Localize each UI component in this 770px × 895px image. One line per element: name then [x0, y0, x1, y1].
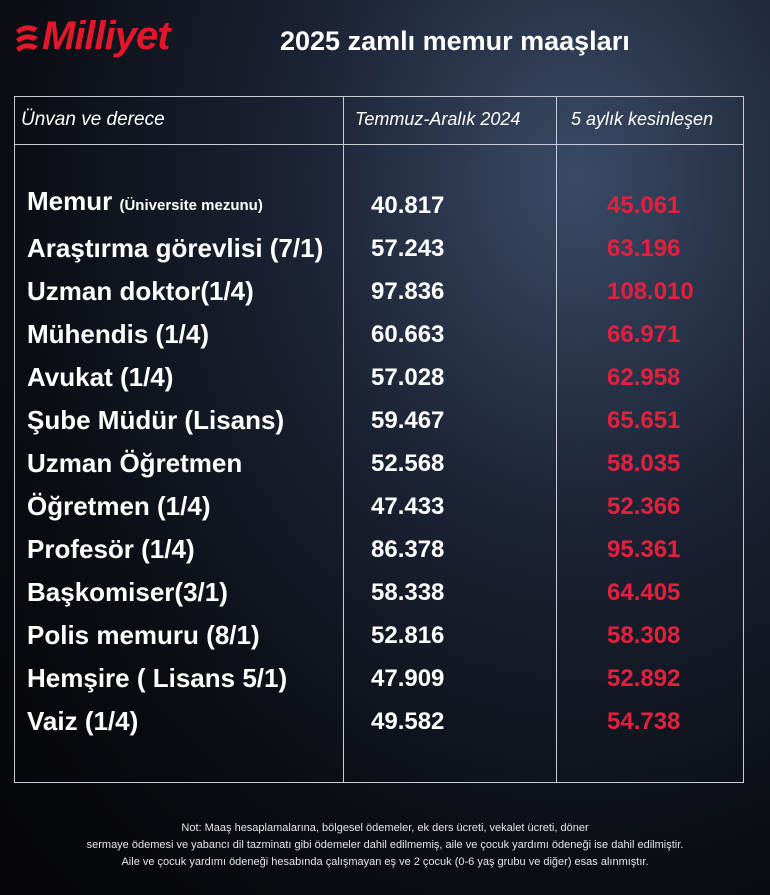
- row-name: Uzman Öğretmen: [27, 448, 243, 478]
- table-row: Memur (Üniversite mezunu) 40.817 45.061: [27, 181, 727, 224]
- row-title: Uzman Öğretmen: [27, 445, 347, 482]
- old-salary: 49.582: [371, 708, 445, 735]
- new-salary: 54.738: [607, 708, 681, 735]
- table-row: Öğretmen (1/4) 47.433 52.366: [27, 482, 727, 525]
- column-divider: [343, 97, 344, 782]
- row-name: Başkomiser(3/1): [27, 577, 228, 607]
- logo-text: Milliyet: [42, 14, 171, 58]
- table: Ünvan ve derece Temmuz-Aralık 2024 5 ayl…: [14, 96, 744, 783]
- row-detail: (Üniversite mezunu): [119, 197, 263, 214]
- row-name: Memur: [27, 186, 113, 216]
- table-row: Uzman doktor(1/4) 97.836 108.010: [27, 267, 727, 310]
- table-row: Mühendis (1/4) 60.663 66.971: [27, 310, 727, 353]
- old-salary: 60.663: [371, 321, 445, 348]
- new-salary: 63.196: [607, 235, 681, 262]
- row-title: Araştırma görevlisi (7/1): [27, 230, 347, 267]
- row-name: Vaiz (1/4): [27, 706, 139, 736]
- new-salary: 58.308: [607, 622, 681, 649]
- old-salary: 57.243: [371, 235, 445, 262]
- new-salary: 52.892: [607, 665, 681, 692]
- new-salary: 64.405: [607, 579, 681, 606]
- row-title: Uzman doktor(1/4): [27, 273, 347, 310]
- new-salary: 108.010: [607, 278, 694, 305]
- notes: Not: Maaş hesaplamalarına, bölgesel ödem…: [0, 820, 770, 871]
- table-row: Hemşire ( Lisans 5/1) 47.909 52.892: [27, 654, 727, 697]
- row-title: Polis memuru (8/1): [27, 617, 347, 654]
- old-salary: 47.433: [371, 493, 445, 520]
- logo-icon: [16, 24, 38, 52]
- row-title: Başkomiser(3/1): [27, 574, 347, 611]
- note-line: sermaye ödemesi ve yabancı dil tazminatı…: [86, 839, 684, 851]
- table-row: Uzman Öğretmen 52.568 58.035: [27, 439, 727, 482]
- table-row: Başkomiser(3/1) 58.338 64.405: [27, 568, 727, 611]
- logo: Milliyet: [12, 14, 171, 59]
- note-line: Not: Maaş hesaplamalarına, bölgesel ödem…: [181, 822, 589, 834]
- row-name: Mühendis (1/4): [27, 319, 210, 349]
- row-name: Şube Müdür (Lisans): [27, 405, 285, 435]
- row-name: Uzman doktor(1/4): [27, 276, 254, 306]
- row-title: Öğretmen (1/4): [27, 488, 347, 525]
- row-name: Avukat (1/4): [27, 362, 174, 392]
- row-title: Şube Müdür (Lisans): [27, 402, 347, 439]
- table-row: Profesör (1/4) 86.378 95.361: [27, 525, 727, 568]
- row-title: Memur (Üniversite mezunu): [27, 183, 347, 224]
- old-salary: 52.568: [371, 450, 445, 477]
- new-salary: 62.958: [607, 364, 681, 391]
- column-divider: [556, 97, 557, 782]
- old-salary: 57.028: [371, 364, 445, 391]
- row-name: Araştırma görevlisi (7/1): [27, 233, 324, 263]
- row-title: Vaiz (1/4): [27, 703, 347, 740]
- row-title: Profesör (1/4): [27, 531, 347, 568]
- new-salary: 66.971: [607, 321, 681, 348]
- column-header: Ünvan ve derece: [21, 109, 165, 130]
- table-row: Polis memuru (8/1) 52.816 58.308: [27, 611, 727, 654]
- row-title: Avukat (1/4): [27, 359, 347, 396]
- new-salary: 65.651: [607, 407, 681, 434]
- table-row: Avukat (1/4) 57.028 62.958: [27, 353, 727, 396]
- table-row: Vaiz (1/4) 49.582 54.738: [27, 697, 727, 740]
- table-body: Memur (Üniversite mezunu) 40.817 45.061 Ara…: [27, 181, 727, 740]
- new-salary: 58.035: [607, 450, 681, 477]
- note-line: Aile ve çocuk yardımı ödeneği hesabında …: [121, 856, 649, 868]
- old-salary: 86.378: [371, 536, 445, 563]
- new-salary: 45.061: [607, 192, 681, 219]
- column-header: 5 aylık kesinleşen: [571, 109, 714, 129]
- old-salary: 97.836: [371, 278, 445, 305]
- table-row: Araştırma görevlisi (7/1) 57.243 63.196: [27, 224, 727, 267]
- header-divider: [15, 144, 743, 145]
- title: 2025 zamlı memur maaşları: [280, 26, 630, 56]
- new-salary: 95.361: [607, 536, 681, 563]
- old-salary: 52.816: [371, 622, 445, 649]
- row-name: Hemşire ( Lisans 5/1): [27, 663, 288, 693]
- row-name: Profesör (1/4): [27, 534, 195, 564]
- old-salary: 40.817: [371, 192, 445, 219]
- row-name: Polis memuru (8/1): [27, 620, 260, 650]
- row-name: Öğretmen (1/4): [27, 491, 211, 521]
- row-title: Hemşire ( Lisans 5/1): [27, 660, 347, 697]
- row-title: Mühendis (1/4): [27, 316, 347, 353]
- old-salary: 59.467: [371, 407, 445, 434]
- old-salary: 58.338: [371, 579, 445, 606]
- old-salary: 47.909: [371, 665, 445, 692]
- column-header: Temmuz-Aralık 2024: [355, 109, 521, 129]
- table-row: Şube Müdür (Lisans) 59.467 65.651: [27, 396, 727, 439]
- new-salary: 52.366: [607, 493, 681, 520]
